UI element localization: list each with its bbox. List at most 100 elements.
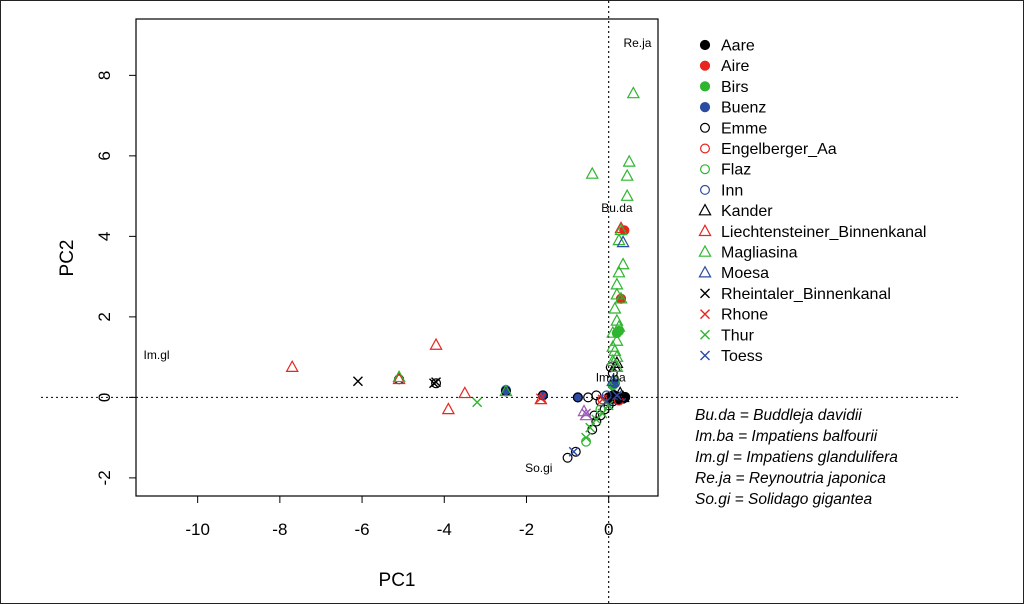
- x-axis-title: PC1: [379, 570, 416, 591]
- data-point: [601, 396, 612, 407]
- legend-marker: [699, 39, 711, 51]
- data-point: [612, 319, 626, 332]
- data-point: [579, 408, 593, 421]
- data-point: [610, 277, 624, 290]
- legend-label: Thur: [721, 327, 755, 344]
- data-point: [606, 374, 620, 387]
- legend-label: Rheintaler_Binnenkanal: [721, 286, 891, 303]
- species-annotation: Im.ba: [596, 370, 626, 384]
- x-tick-label: -4: [437, 520, 452, 539]
- series-group: [581, 408, 592, 419]
- axis-ticks: -10 -8 -6 -4 -2 0 -2 0 2 4 6 8: [95, 71, 613, 539]
- legend-marker: [699, 122, 710, 133]
- legend-marker: [698, 224, 712, 237]
- data-point: [620, 188, 634, 201]
- legend-label: Kander: [721, 203, 773, 220]
- legend-label: Liechtensteiner_Binnenkanal: [721, 224, 926, 241]
- data-point: [568, 446, 579, 457]
- data-point: [597, 408, 608, 419]
- data-point: [606, 353, 620, 366]
- y-tick-label: -2: [95, 470, 114, 485]
- data-point: [616, 235, 630, 248]
- data-point: [620, 168, 634, 181]
- data-point: [626, 86, 640, 99]
- data-point: [392, 370, 406, 383]
- data-point: [612, 265, 626, 278]
- legend-marker: [698, 265, 712, 278]
- data-point: [606, 325, 620, 338]
- legend-marker: [700, 329, 710, 340]
- series-group: [568, 390, 622, 457]
- legend-label: Aire: [721, 58, 750, 75]
- legend-marker: [699, 184, 710, 195]
- legend-marker: [699, 143, 710, 154]
- x-tick-label: -8: [272, 520, 287, 539]
- species-annotation: Re.ja: [623, 36, 651, 50]
- species-key: Bu.da = Buddleja davidii Im.ba = Impatien…: [695, 407, 898, 508]
- species-key-line: So.gi = Solidago gigantea: [695, 491, 872, 508]
- species-annotations: Re.ja Bu.da Im.gl Im.ba So.gi: [144, 36, 652, 475]
- data-point: [472, 397, 483, 408]
- data-point: [614, 223, 628, 236]
- species-annotation: Im.gl: [144, 348, 170, 362]
- data-point: [352, 376, 363, 387]
- data-point: [572, 392, 583, 403]
- data-point: [535, 393, 546, 404]
- data-points: [285, 86, 640, 463]
- legend-label: Rhone: [721, 307, 768, 324]
- data-point: [622, 154, 636, 167]
- data-point: [614, 291, 628, 304]
- data-point: [610, 359, 624, 372]
- legend-label: Aare: [721, 38, 755, 55]
- species-key-line: Im.ba = Impatiens balfourii: [695, 428, 878, 445]
- legend-label: Moesa: [721, 265, 769, 282]
- data-point: [441, 402, 455, 415]
- y-tick-label: 0: [95, 393, 114, 402]
- data-point: [458, 386, 472, 399]
- legend-label: Magliasina: [721, 245, 798, 262]
- series-group: [285, 221, 628, 415]
- data-point: [611, 390, 622, 401]
- y-tick-label: 6: [95, 151, 114, 160]
- x-tick-label: -10: [185, 520, 210, 539]
- series-group: [606, 235, 630, 387]
- legend-label: Inn: [721, 182, 743, 199]
- legend-marker: [700, 288, 710, 299]
- data-point: [616, 390, 630, 403]
- legend-label: Flaz: [721, 162, 751, 179]
- data-point: [431, 378, 442, 389]
- legend-marker: [699, 81, 711, 92]
- legend-marker: [700, 309, 710, 320]
- data-point: [601, 390, 612, 401]
- x-tick-label: -6: [355, 520, 370, 539]
- plot-area-border: [135, 18, 659, 497]
- x-tick-label: 0: [604, 520, 613, 539]
- legend-label: Birs: [721, 79, 749, 96]
- data-point: [429, 337, 443, 350]
- legend: Aare Aire Birs Buenz Emme Engelberger_Aa Flaz I…: [698, 38, 926, 365]
- legend-marker: [698, 244, 712, 257]
- series-group: [472, 397, 614, 443]
- species-key-line: Im.gl = Impatiens glandulifera: [695, 449, 898, 466]
- species-key-line: Bu.da = Buddleja davidii: [695, 407, 862, 424]
- species-annotation: So.gi: [525, 461, 552, 475]
- legend-marker: [698, 203, 712, 216]
- legend-marker: [699, 102, 711, 113]
- data-point: [614, 221, 628, 234]
- data-point: [562, 452, 573, 463]
- legend-marker: [700, 350, 710, 361]
- legend-marker: [699, 164, 710, 175]
- data-point: [581, 408, 592, 419]
- species-key-line: Re.ja = Reynoutria japonica: [695, 470, 886, 487]
- data-point: [534, 392, 548, 405]
- data-point: [585, 422, 596, 433]
- y-tick-label: 2: [95, 312, 114, 321]
- data-point: [585, 166, 599, 179]
- series-group: [394, 362, 631, 463]
- legend-label: Engelberger_Aa: [721, 141, 837, 158]
- data-point: [570, 446, 581, 457]
- legend-label: Emme: [721, 120, 767, 137]
- legend-label: Buenz: [721, 100, 766, 117]
